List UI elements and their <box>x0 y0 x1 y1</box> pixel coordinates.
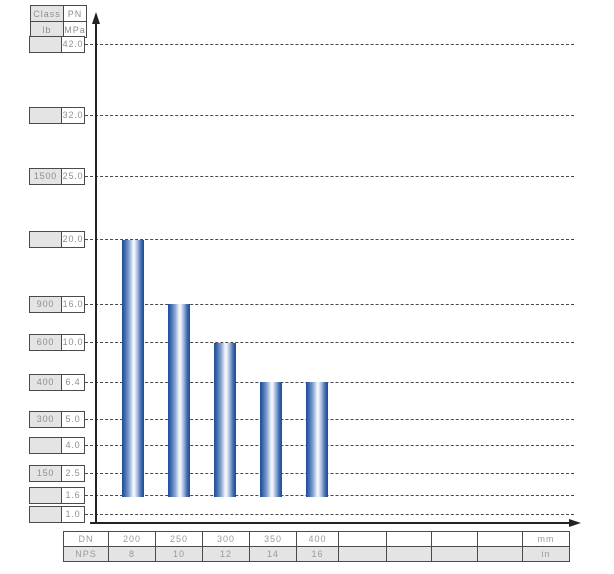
pn-tick-cell: 6.4 <box>61 374 85 391</box>
gridline <box>85 445 574 446</box>
dn-value-cell: 200 <box>108 531 156 547</box>
class-tick-cell <box>29 437 62 454</box>
class-tick-cell <box>29 487 62 504</box>
pn-tick-cell: 20.0 <box>61 231 85 248</box>
axis-unit-header-table: Class PN lb MPa <box>30 5 87 38</box>
nps-empty-cell <box>431 546 478 562</box>
nps-value-cell: 14 <box>249 546 297 562</box>
y-tick-row-1.6: 1.6 <box>29 487 574 505</box>
gridline <box>85 514 574 515</box>
class-tick-cell: 300 <box>29 411 62 428</box>
dn-unit-cell: mm <box>522 531 570 547</box>
dn-empty-cell <box>431 531 478 547</box>
nps-value-cell: 16 <box>296 546 339 562</box>
class-tick-cell: 1500 <box>29 168 62 185</box>
class-tick-cell <box>29 506 62 523</box>
y-tick-row-2.5: 150 2.5 <box>29 465 574 483</box>
nps-row-header: NPS <box>63 546 109 562</box>
gridline <box>85 419 574 420</box>
bar-dn400 <box>306 382 328 497</box>
class-tick-cell: 400 <box>29 374 62 391</box>
pn-tick-cell: 25.0 <box>61 168 85 185</box>
class-tick-cell <box>29 231 62 248</box>
gridline <box>85 473 574 474</box>
bar-dn350 <box>260 382 282 497</box>
dn-value-cell: 400 <box>296 531 339 547</box>
mpa-unit-cell: MPa <box>63 21 87 38</box>
y-axis-line <box>95 22 97 523</box>
pn-tick-cell: 5.0 <box>61 411 85 428</box>
pn-tick-cell: 42.0 <box>61 36 85 53</box>
y-tick-row-42.0: 42.0 <box>29 36 574 54</box>
class-tick-cell: 600 <box>29 334 62 351</box>
bar-dn250 <box>168 304 190 497</box>
y-tick-row-5.0: 300 5.0 <box>29 411 574 429</box>
nps-empty-cell <box>338 546 387 562</box>
class-tick-cell <box>29 36 62 53</box>
pn-tick-cell: 32.0 <box>61 107 85 124</box>
nps-unit-cell: in <box>522 546 570 562</box>
nps-value-cell: 8 <box>108 546 156 562</box>
gridline <box>85 239 574 240</box>
bar-dn200 <box>122 240 144 497</box>
y-axis-arrow-icon <box>92 12 100 24</box>
gridline <box>85 176 574 177</box>
dn-empty-cell <box>338 531 387 547</box>
dn-empty-cell <box>477 531 523 547</box>
nps-value-cell: 10 <box>155 546 203 562</box>
class-tick-cell <box>29 107 62 124</box>
gridline <box>85 115 574 116</box>
pn-tick-cell: 1.6 <box>61 487 85 504</box>
pn-tick-cell: 10.0 <box>61 334 85 351</box>
y-tick-row-25.0: 1500 25.0 <box>29 168 574 186</box>
pn-header-cell: PN <box>63 5 87 22</box>
y-tick-row-32.0: 32.0 <box>29 107 574 125</box>
y-tick-row-6.4: 400 6.4 <box>29 374 574 392</box>
bar-dn300 <box>214 343 236 497</box>
dn-empty-cell <box>386 531 432 547</box>
nps-row: NPS 8 10 12 14 16 in <box>63 546 570 562</box>
lb-unit-cell: lb <box>30 21 64 38</box>
class-tick-cell: 150 <box>29 465 62 482</box>
gridline <box>85 382 574 383</box>
dn-row-header: DN <box>63 531 109 547</box>
y-tick-row-16.0: 900 16.0 <box>29 296 574 314</box>
nps-value-cell: 12 <box>202 546 250 562</box>
pn-tick-cell: 4.0 <box>61 437 85 454</box>
pn-tick-cell: 1.0 <box>61 506 85 523</box>
y-tick-row-10.0: 600 10.0 <box>29 334 574 352</box>
dn-value-cell: 300 <box>202 531 250 547</box>
dn-row: DN 200 250 300 350 400 mm <box>63 531 570 547</box>
class-header-cell: Class <box>30 5 64 22</box>
dn-value-cell: 350 <box>249 531 297 547</box>
gridline <box>85 44 574 45</box>
pn-tick-cell: 16.0 <box>61 296 85 313</box>
x-axis-arrow-icon <box>569 519 581 527</box>
gridline <box>85 304 574 305</box>
y-tick-row-1.0: 1.0 <box>29 506 574 524</box>
y-tick-row-4.0: 4.0 <box>29 437 574 455</box>
nps-empty-cell <box>386 546 432 562</box>
gridline <box>85 342 574 343</box>
pn-tick-cell: 2.5 <box>61 465 85 482</box>
dn-value-cell: 250 <box>155 531 203 547</box>
x-axis-line <box>90 522 572 524</box>
class-tick-cell: 900 <box>29 296 62 313</box>
gridline <box>85 495 574 496</box>
y-tick-row-20.0: 20.0 <box>29 231 574 249</box>
dn-nps-table: DN 200 250 300 350 400 mm NPS 8 10 12 14… <box>63 531 570 562</box>
nps-empty-cell <box>477 546 523 562</box>
